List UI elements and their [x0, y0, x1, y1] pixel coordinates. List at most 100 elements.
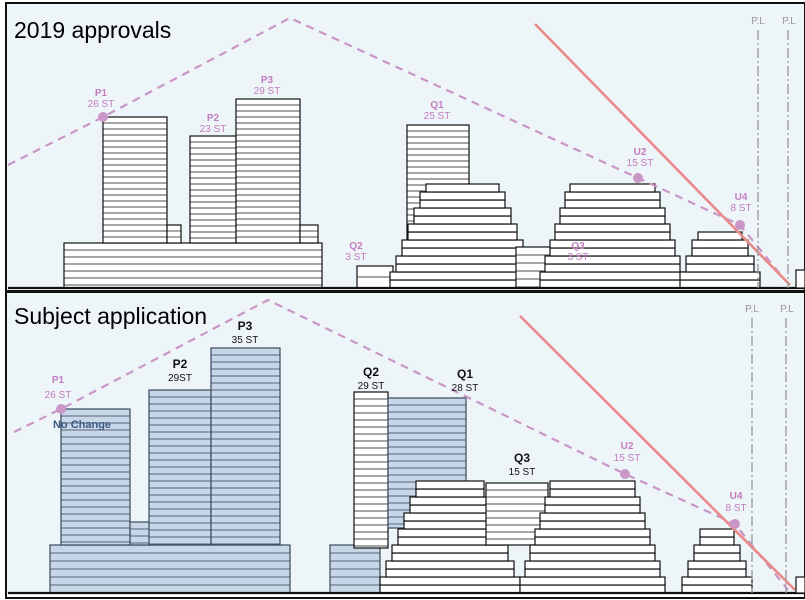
- marker-dot: [56, 404, 66, 414]
- storey-label: 35 ST: [232, 335, 259, 346]
- stepped-building: [524, 560, 661, 570]
- stepped-building: [389, 271, 536, 281]
- building-name: U4: [735, 192, 748, 203]
- panel-2019-approvals: 2019 approvals P.L P.L P1 26 ST P2 23 ST…: [5, 2, 805, 292]
- stepped-building: [425, 183, 500, 193]
- tower-p2: [189, 135, 237, 244]
- stepped-building: [407, 231, 518, 241]
- stepped-building: [534, 528, 651, 538]
- building-name: U2: [634, 147, 647, 158]
- buildings-group: [63, 98, 761, 289]
- stepped-building: [415, 488, 485, 498]
- stepped-building: [529, 552, 656, 562]
- stepped-building: [519, 584, 666, 594]
- building-name: Q3: [571, 241, 585, 252]
- storey-label: 29 ST: [358, 381, 385, 392]
- neighbour-building: [795, 576, 805, 594]
- marker-dot: [633, 173, 643, 183]
- angular-plane-line: [13, 298, 789, 591]
- tower-p2: [148, 389, 212, 546]
- building-name: Q1: [457, 367, 473, 381]
- stepped-building: [385, 568, 515, 578]
- stepped-building: [401, 247, 524, 257]
- stepped-building-u4: [687, 560, 747, 570]
- stepped-building: [549, 488, 636, 498]
- panel-title: 2019 approvals: [14, 17, 171, 43]
- storey-label: 3 ST: [345, 252, 366, 263]
- stepped-building-u4: [699, 528, 735, 538]
- stepped-building: [403, 512, 497, 522]
- stepped-building-u4: [681, 584, 753, 594]
- marker-dot: [735, 220, 745, 230]
- building-name: U2: [621, 441, 634, 452]
- storey-label: 26 ST: [45, 390, 72, 401]
- building-name: Q2: [349, 241, 363, 252]
- storey-label: 8 ST: [725, 503, 746, 514]
- building-name: Q3: [514, 451, 530, 465]
- building-name: P3: [238, 319, 253, 333]
- building-name: P1: [52, 375, 65, 386]
- storey-label: 29ST: [168, 373, 192, 384]
- stepped-building: [415, 480, 485, 490]
- stepped-building: [419, 191, 506, 201]
- tower-p1-step: [129, 521, 151, 546]
- stepped-building: [569, 183, 656, 193]
- panel-title: Subject application: [14, 303, 207, 329]
- building-name: P3: [261, 75, 274, 86]
- stepped-building: [539, 279, 686, 289]
- stepped-building: [385, 560, 515, 570]
- stepped-building-u4: [679, 271, 761, 281]
- angular-plane-line: [7, 16, 786, 281]
- stepped-building-u4: [691, 247, 749, 257]
- marker-dot: [98, 112, 108, 122]
- marker-dot: [620, 469, 630, 479]
- stepped-building: [544, 496, 641, 506]
- storey-label: 15 ST: [627, 158, 654, 169]
- stepped-building: [524, 568, 661, 578]
- panel-subject-application: Subject application P.L P.L P1 26 ST No …: [5, 291, 805, 599]
- stepped-building: [534, 536, 651, 546]
- stepped-building: [554, 223, 671, 233]
- pl-label: P.L: [780, 304, 794, 315]
- pl-label: P.L: [745, 304, 759, 315]
- stepped-building: [539, 520, 646, 530]
- storey-label: 8 ST: [730, 203, 751, 214]
- storey-label: 29 ST: [254, 86, 281, 97]
- no-change-note: No Change: [53, 419, 111, 431]
- storey-label: 15 ST: [614, 453, 641, 464]
- building-name: U4: [730, 491, 743, 502]
- stepped-building: [395, 263, 530, 273]
- stepped-building: [409, 504, 491, 514]
- stepped-building: [554, 231, 671, 241]
- stepped-building: [529, 544, 656, 554]
- stepped-building: [407, 223, 518, 233]
- sight-line: [519, 315, 796, 591]
- storey-label: 3 ST: [567, 252, 588, 263]
- storey-label: 28 ST: [452, 383, 479, 394]
- stepped-building: [544, 255, 681, 265]
- tower-p1-step: [166, 224, 182, 244]
- stepped-building: [544, 504, 641, 514]
- stepped-building-u4: [687, 568, 747, 578]
- buildings-group: [49, 347, 753, 594]
- stepped-building: [391, 544, 509, 554]
- building-name: P1: [95, 88, 108, 99]
- stepped-building: [379, 584, 521, 594]
- pl-label: P.L: [782, 16, 796, 27]
- stepped-building: [564, 199, 661, 209]
- stepped-building: [379, 576, 521, 586]
- stepped-building: [401, 239, 524, 249]
- stepped-building-u4: [681, 576, 753, 586]
- storey-label: 26 ST: [88, 99, 115, 110]
- stepped-building: [559, 207, 666, 217]
- stepped-building-u4: [693, 544, 741, 554]
- marker-dot: [730, 519, 740, 529]
- building-name: P2: [173, 357, 188, 371]
- stepped-building: [564, 191, 661, 201]
- stepped-building-u4: [679, 279, 761, 289]
- stepped-building: [519, 576, 666, 586]
- stepped-building: [389, 279, 536, 289]
- tower-p3-step: [299, 224, 319, 244]
